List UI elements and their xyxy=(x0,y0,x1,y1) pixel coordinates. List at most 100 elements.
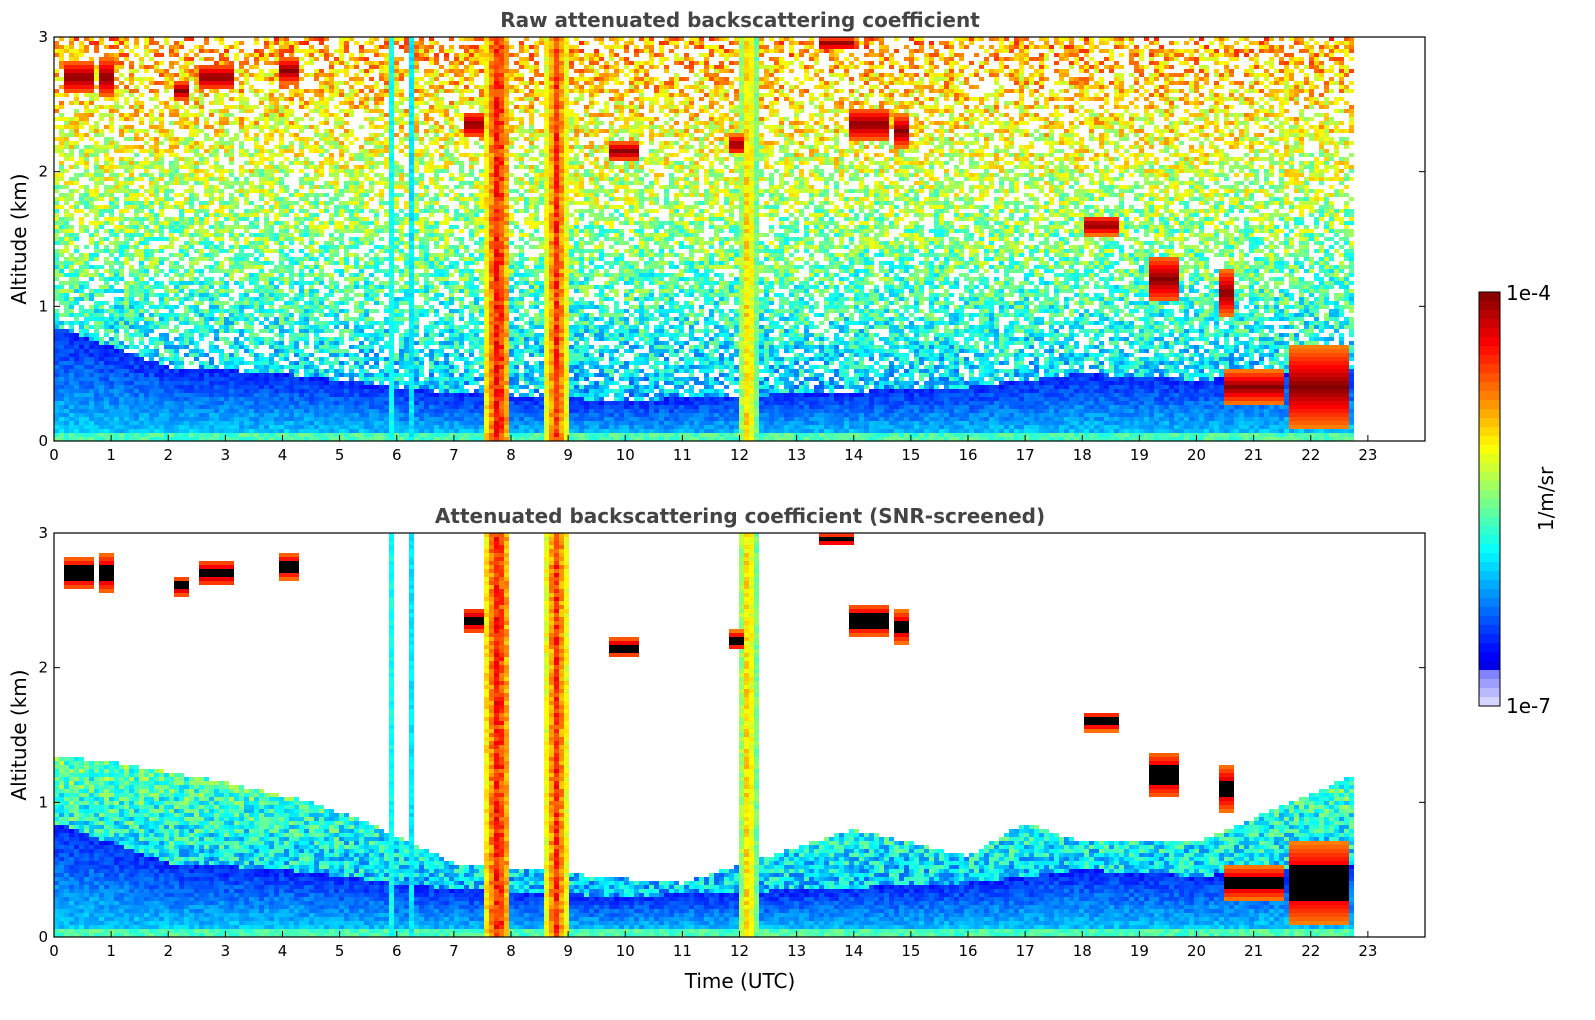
heatmap-cell xyxy=(289,389,294,393)
heatmap-cell xyxy=(194,321,199,325)
heatmap-cell xyxy=(274,153,279,157)
heatmap-cell xyxy=(114,345,119,349)
heatmap-cell xyxy=(94,345,99,349)
heatmap-cell xyxy=(379,373,384,377)
heatmap-cell xyxy=(134,413,139,417)
heatmap-cell xyxy=(194,385,199,389)
heatmap-cell xyxy=(144,133,149,137)
heatmap-cell xyxy=(264,221,269,225)
heatmap-cell xyxy=(369,241,374,245)
heatmap-cell xyxy=(324,89,329,93)
heatmap-cell xyxy=(279,253,284,257)
heatmap-cell xyxy=(179,57,184,61)
heatmap-cell xyxy=(264,361,269,365)
heatmap-cell xyxy=(219,429,224,433)
heatmap-cell xyxy=(359,317,364,321)
heatmap-cell xyxy=(59,125,64,129)
heatmap-cell xyxy=(369,141,374,145)
heatmap-cell xyxy=(224,329,229,333)
heatmap-cell xyxy=(139,165,144,169)
heatmap-cell xyxy=(314,345,319,349)
heatmap-cell xyxy=(74,181,79,185)
heatmap-cell xyxy=(159,317,164,321)
heatmap-cell xyxy=(94,129,99,133)
heatmap-cell xyxy=(359,329,364,333)
heatmap-cell xyxy=(234,369,239,373)
heatmap-cell xyxy=(274,265,279,269)
heatmap-cell xyxy=(224,53,229,57)
heatmap-cell xyxy=(354,333,359,337)
heatmap-cell xyxy=(54,229,59,233)
heatmap-cell xyxy=(139,297,144,301)
heatmap-cell xyxy=(104,125,109,129)
heatmap-cell xyxy=(144,293,149,297)
heatmap-cell xyxy=(304,157,309,161)
heatmap-cell xyxy=(384,309,389,313)
heatmap-cell xyxy=(279,145,284,149)
heatmap-cell xyxy=(349,197,354,201)
heatmap-cell xyxy=(269,137,274,141)
heatmap-cell xyxy=(259,249,264,253)
heatmap-cell xyxy=(144,285,149,289)
heatmap-cell xyxy=(84,253,89,257)
heatmap-cell xyxy=(259,413,264,417)
heatmap-cell xyxy=(169,121,174,125)
heatmap-cell xyxy=(359,69,364,73)
heatmap-cell xyxy=(384,177,389,181)
heatmap-cell xyxy=(129,297,134,301)
heatmap-cell xyxy=(319,341,324,345)
heatmap-cell xyxy=(199,429,204,433)
heatmap-cell xyxy=(354,265,359,269)
heatmap-cell xyxy=(274,433,279,437)
heatmap-cell xyxy=(169,289,174,293)
heatmap-cell xyxy=(299,349,304,353)
heatmap-cell xyxy=(134,161,139,165)
heatmap-cell xyxy=(269,297,274,301)
heatmap-cell xyxy=(64,301,69,305)
heatmap-cell xyxy=(349,433,354,437)
heatmap-cell xyxy=(149,189,154,193)
heatmap-cell xyxy=(219,117,224,121)
heatmap-cell xyxy=(54,137,59,141)
heatmap-cell xyxy=(254,353,259,357)
heatmap-cell xyxy=(339,337,344,341)
heatmap-cell xyxy=(114,145,119,149)
heatmap-cell xyxy=(94,121,99,125)
heatmap-cell xyxy=(264,121,269,125)
heatmap-cell xyxy=(94,193,99,197)
heatmap-cell xyxy=(139,193,144,197)
heatmap-cell xyxy=(314,325,319,329)
heatmap-cell xyxy=(224,181,229,185)
heatmap-cell xyxy=(149,229,154,233)
heatmap-cell xyxy=(359,185,364,189)
heatmap-cell xyxy=(254,285,259,289)
heatmap-cell xyxy=(384,357,389,361)
heatmap-cell xyxy=(124,45,129,49)
heatmap-cell xyxy=(94,177,99,181)
heatmap-cell xyxy=(339,93,344,97)
heatmap-cell xyxy=(259,173,264,177)
heatmap-cell xyxy=(369,377,374,381)
heatmap-cell xyxy=(164,137,169,141)
heatmap-cell xyxy=(164,225,169,229)
heatmap-cell xyxy=(89,209,94,213)
heatmap-cell xyxy=(364,357,369,361)
heatmap-cell xyxy=(219,277,224,281)
heatmap-cell xyxy=(189,297,194,301)
heatmap-cell xyxy=(254,257,259,261)
heatmap-cell xyxy=(334,213,339,217)
heatmap-cell xyxy=(109,329,114,333)
heatmap-cell xyxy=(314,425,319,429)
heatmap-cell xyxy=(339,209,344,213)
heatmap-cell xyxy=(154,413,159,417)
heatmap-cell xyxy=(79,353,84,357)
heatmap-cell xyxy=(214,69,219,73)
heatmap-cell xyxy=(254,289,259,293)
heatmap-cell xyxy=(79,153,84,157)
heatmap-cell xyxy=(274,365,279,369)
heatmap-cell xyxy=(89,233,94,237)
heatmap-cell xyxy=(339,117,344,121)
heatmap-cell xyxy=(104,189,109,193)
heatmap-cell xyxy=(79,137,84,141)
heatmap-cell xyxy=(59,365,64,369)
